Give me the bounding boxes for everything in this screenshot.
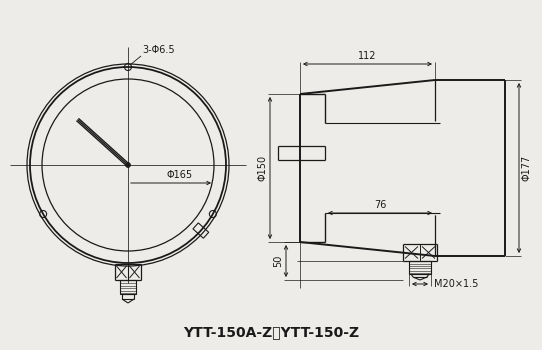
Text: 76: 76 [374,200,386,210]
Text: Φ150: Φ150 [257,155,267,181]
Circle shape [126,162,131,168]
Bar [120,280,136,294]
Text: Φ177: Φ177 [522,155,532,181]
Text: YTT-150A-Z，YTT-150-Z: YTT-150A-Z，YTT-150-Z [183,325,359,339]
Text: 3-Φ6.5: 3-Φ6.5 [142,45,175,55]
Bar [409,261,431,274]
Text: 50: 50 [273,255,283,267]
Text: 112: 112 [358,51,377,61]
Bar [193,223,209,238]
Text: Φ165: Φ165 [167,170,193,180]
Text: M20×1.5: M20×1.5 [434,279,479,289]
